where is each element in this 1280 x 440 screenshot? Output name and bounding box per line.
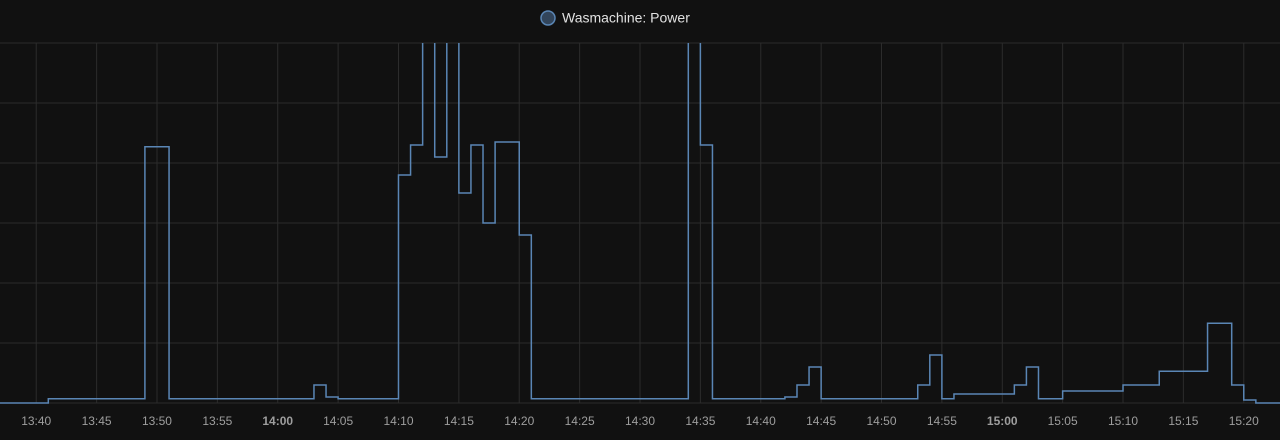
x-tick-label: 14:10 xyxy=(383,414,413,428)
x-tick-label: 14:50 xyxy=(866,414,896,428)
x-tick-label: 14:30 xyxy=(625,414,655,428)
x-tick-label: 14:40 xyxy=(746,414,776,428)
plot-area xyxy=(0,43,1280,404)
power-line xyxy=(0,43,1280,404)
x-tick-label: 14:05 xyxy=(323,414,353,428)
x-tick-label: 15:10 xyxy=(1108,414,1138,428)
x-tick-label: 14:15 xyxy=(444,414,474,428)
x-tick-label: 14:25 xyxy=(565,414,595,428)
legend-marker xyxy=(540,10,556,26)
x-tick-label: 14:20 xyxy=(504,414,534,428)
x-tick-label: 14:55 xyxy=(927,414,957,428)
x-tick-label: 13:50 xyxy=(142,414,172,428)
x-tick-label: 15:15 xyxy=(1168,414,1198,428)
x-tick-label: 14:45 xyxy=(806,414,836,428)
x-tick-label: 14:35 xyxy=(685,414,715,428)
x-tick-label: 15:20 xyxy=(1229,414,1259,428)
x-tick-label: 13:45 xyxy=(82,414,112,428)
x-tick-label: 15:05 xyxy=(1048,414,1078,428)
x-tick-label: 13:40 xyxy=(21,414,51,428)
x-tick-label: 13:55 xyxy=(202,414,232,428)
x-tick-label: 15:00 xyxy=(987,414,1018,428)
x-tick-label: 14:00 xyxy=(262,414,293,428)
legend-label: Wasmachine: Power xyxy=(562,10,690,26)
